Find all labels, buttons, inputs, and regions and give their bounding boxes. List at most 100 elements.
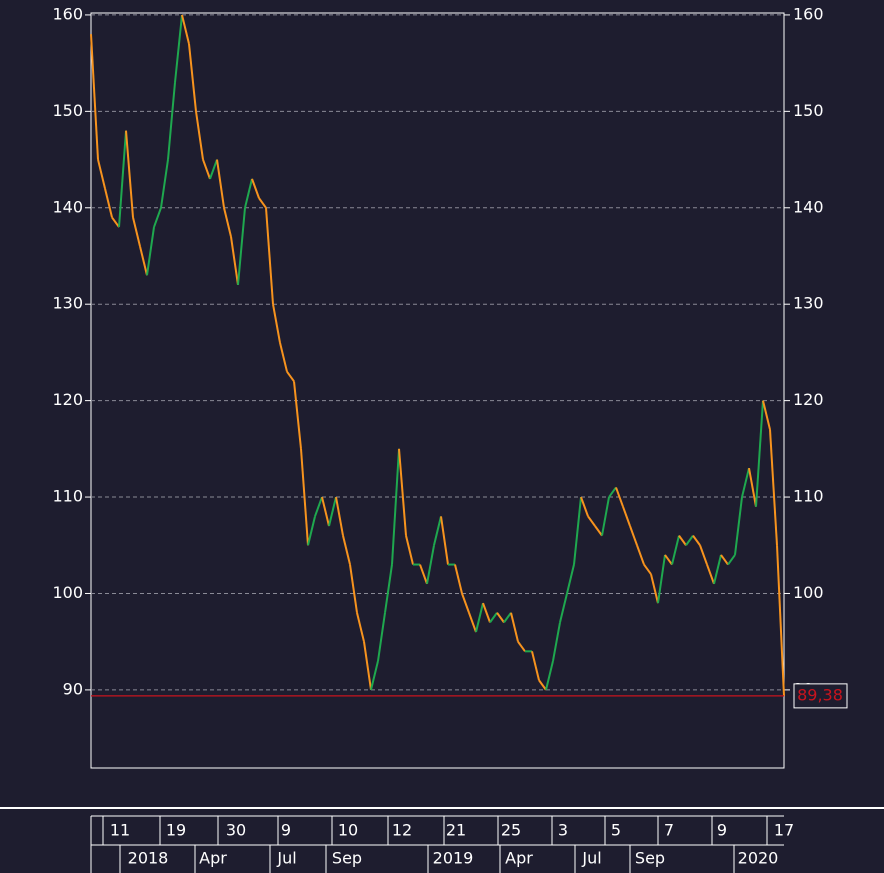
price-segment bbox=[132, 217, 141, 247]
y-tick-label: 110 bbox=[52, 487, 83, 506]
price-segment bbox=[216, 159, 225, 208]
time-label: Sep bbox=[635, 849, 665, 868]
price-segment bbox=[713, 554, 722, 585]
price-segment bbox=[552, 622, 561, 662]
price-segment bbox=[489, 612, 498, 623]
time-label: 17 bbox=[774, 821, 794, 840]
price-segment bbox=[531, 651, 540, 681]
price-segment bbox=[230, 236, 239, 286]
price-segment bbox=[433, 516, 442, 546]
price-segment bbox=[608, 486, 617, 498]
price-segment bbox=[265, 207, 274, 305]
price-segment bbox=[104, 188, 113, 218]
price-segment bbox=[286, 371, 295, 382]
price-segment bbox=[370, 660, 379, 691]
price-segment bbox=[146, 226, 155, 276]
price-segment bbox=[118, 130, 127, 228]
price-segment bbox=[314, 496, 323, 517]
price-segment bbox=[300, 448, 309, 546]
price-segment bbox=[258, 197, 267, 209]
time-label: Jul bbox=[581, 849, 601, 868]
price-segment bbox=[699, 544, 708, 565]
price-segment bbox=[671, 535, 680, 565]
price-segment bbox=[153, 207, 162, 228]
price-segment bbox=[650, 573, 659, 604]
plot-frame bbox=[90, 12, 785, 769]
price-segment bbox=[97, 159, 106, 189]
y-tick-label: 120 bbox=[52, 390, 83, 409]
time-label: 9 bbox=[717, 821, 727, 840]
price-segment bbox=[692, 535, 701, 546]
price-segment bbox=[720, 554, 729, 566]
time-label: 25 bbox=[501, 821, 521, 840]
price-segment bbox=[510, 612, 519, 642]
last-price-label: 89,38 bbox=[797, 685, 843, 704]
price-segment bbox=[482, 602, 491, 623]
y-tick-label: 90 bbox=[63, 679, 83, 698]
price-segment bbox=[384, 564, 393, 613]
price-segment bbox=[622, 506, 631, 527]
time-label: 3 bbox=[558, 821, 568, 840]
y2-tick-label: 160 bbox=[793, 4, 824, 23]
time-label: Jul bbox=[276, 849, 296, 868]
price-segment bbox=[727, 554, 736, 566]
time-label: 2019 bbox=[433, 849, 474, 868]
price-segment bbox=[601, 496, 610, 536]
price-segment bbox=[496, 612, 505, 623]
price-segment bbox=[167, 82, 176, 160]
price-segment bbox=[776, 545, 785, 696]
price-segment bbox=[293, 381, 302, 449]
time-label: 9 bbox=[281, 821, 291, 840]
price-segment bbox=[181, 14, 190, 45]
time-label: 30 bbox=[226, 821, 246, 840]
price-segment bbox=[356, 612, 365, 642]
price-segment bbox=[664, 554, 673, 566]
y2-tick-label: 130 bbox=[793, 294, 824, 313]
price-segment bbox=[377, 612, 386, 662]
price-segment bbox=[587, 515, 596, 527]
time-label: Apr bbox=[199, 849, 227, 868]
time-label: 19 bbox=[166, 821, 186, 840]
time-label: Apr bbox=[505, 849, 533, 868]
price-segment bbox=[580, 496, 589, 517]
price-segment bbox=[734, 496, 743, 556]
price-segment bbox=[307, 516, 316, 546]
price-segment bbox=[391, 448, 400, 565]
price-segment bbox=[538, 679, 547, 691]
time-label: 10 bbox=[338, 821, 358, 840]
time-label: 5 bbox=[611, 821, 621, 840]
price-segment bbox=[440, 516, 449, 565]
time-label: 2018 bbox=[128, 849, 169, 868]
price-segment bbox=[566, 564, 575, 594]
price-segment bbox=[615, 487, 624, 508]
price-segment bbox=[279, 342, 288, 372]
y2-tick-label: 100 bbox=[793, 583, 824, 602]
price-segment bbox=[398, 448, 407, 536]
price-segment bbox=[272, 304, 281, 343]
y-tick-label: 100 bbox=[52, 583, 83, 602]
y-tick-label: 140 bbox=[52, 197, 83, 216]
y2-tick-label: 120 bbox=[793, 390, 824, 409]
time-label: Sep bbox=[332, 849, 362, 868]
price-segment bbox=[90, 34, 99, 160]
price-segment bbox=[454, 564, 463, 594]
price-segment bbox=[741, 467, 750, 498]
y-tick-label: 160 bbox=[52, 4, 83, 23]
price-segment bbox=[762, 400, 771, 430]
price-segment bbox=[769, 429, 778, 546]
price-segment bbox=[342, 535, 351, 565]
y-tick-label: 150 bbox=[52, 101, 83, 120]
last-price-box bbox=[793, 683, 848, 709]
price-segment bbox=[573, 496, 582, 565]
price-segment bbox=[748, 467, 757, 507]
price-segment bbox=[468, 612, 477, 633]
price-segment bbox=[545, 660, 554, 691]
time-label: 12 bbox=[392, 821, 412, 840]
price-segment bbox=[244, 178, 253, 209]
time-label: 2020 bbox=[738, 849, 779, 868]
y2-tick-label: 110 bbox=[793, 487, 824, 506]
price-segment bbox=[706, 564, 715, 585]
price-segment bbox=[328, 496, 337, 527]
price-segment bbox=[160, 159, 169, 208]
price-segment bbox=[657, 554, 666, 604]
